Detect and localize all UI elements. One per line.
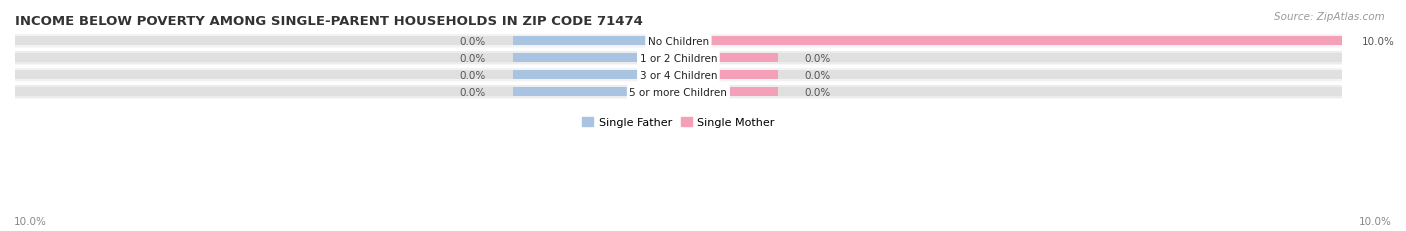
Bar — [15, 88, 1341, 97]
Text: 0.0%: 0.0% — [804, 70, 831, 80]
Bar — [678, 37, 1341, 46]
Text: 5 or more Children: 5 or more Children — [630, 87, 727, 97]
Text: 0.0%: 0.0% — [804, 54, 831, 64]
Bar — [513, 37, 678, 46]
Text: 10.0%: 10.0% — [14, 216, 46, 226]
Text: 3 or 4 Children: 3 or 4 Children — [640, 70, 717, 80]
Bar — [15, 37, 1341, 46]
Legend: Single Father, Single Mother: Single Father, Single Mother — [578, 113, 779, 132]
Text: 0.0%: 0.0% — [460, 87, 486, 97]
Bar — [678, 71, 778, 80]
Text: 1 or 2 Children: 1 or 2 Children — [640, 54, 717, 64]
Bar — [513, 71, 678, 80]
Text: 0.0%: 0.0% — [460, 37, 486, 47]
FancyBboxPatch shape — [15, 35, 1341, 48]
Bar — [513, 54, 678, 63]
Text: 0.0%: 0.0% — [460, 70, 486, 80]
FancyBboxPatch shape — [15, 85, 1341, 99]
Text: Source: ZipAtlas.com: Source: ZipAtlas.com — [1274, 12, 1385, 21]
Text: No Children: No Children — [648, 37, 709, 47]
Text: 0.0%: 0.0% — [460, 54, 486, 64]
FancyBboxPatch shape — [15, 69, 1341, 82]
Bar — [678, 54, 778, 63]
Text: INCOME BELOW POVERTY AMONG SINGLE-PARENT HOUSEHOLDS IN ZIP CODE 71474: INCOME BELOW POVERTY AMONG SINGLE-PARENT… — [15, 15, 643, 28]
Bar — [15, 54, 1341, 63]
Text: 10.0%: 10.0% — [1361, 37, 1395, 47]
Bar — [678, 88, 778, 97]
FancyBboxPatch shape — [15, 52, 1341, 65]
Text: 0.0%: 0.0% — [804, 87, 831, 97]
Bar — [15, 71, 1341, 80]
Text: 10.0%: 10.0% — [1360, 216, 1392, 226]
Bar — [513, 88, 678, 97]
